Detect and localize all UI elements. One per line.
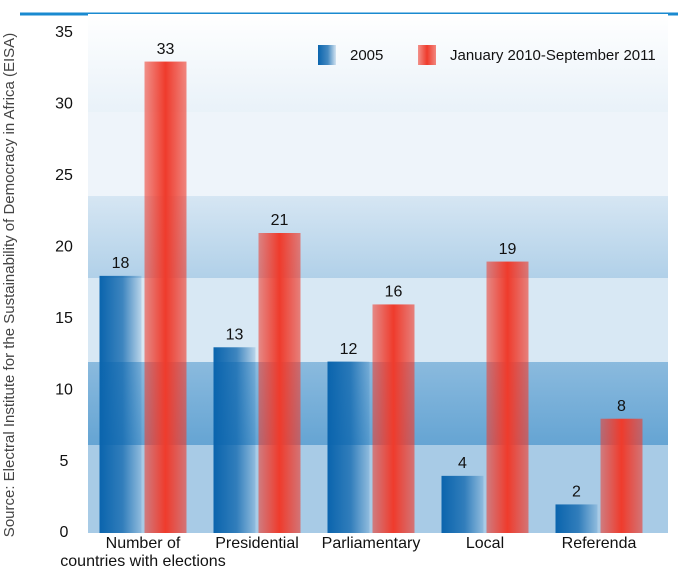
legend-swatch xyxy=(318,45,336,65)
x-tick-label: Presidential xyxy=(215,535,299,552)
y-tick-label: 5 xyxy=(60,453,69,470)
bar xyxy=(258,233,301,533)
data-label: 13 xyxy=(226,327,244,344)
y-tick-label: 10 xyxy=(55,381,73,398)
data-label: 18 xyxy=(112,255,130,272)
y-tick-label: 30 xyxy=(55,96,73,113)
data-label: 19 xyxy=(499,241,517,258)
y-tick-label: 20 xyxy=(55,239,73,256)
bar xyxy=(99,275,142,533)
data-label: 33 xyxy=(157,41,175,58)
legend-label: January 2010-September 2011 xyxy=(450,47,656,64)
x-tick-label: Number of countries with elections xyxy=(60,535,226,569)
y-tick-label: 35 xyxy=(55,24,73,41)
bar xyxy=(486,261,529,533)
x-tick-label: Local xyxy=(465,535,505,552)
y-tick-label: 0 xyxy=(60,524,69,541)
bar xyxy=(327,361,370,533)
bar xyxy=(441,475,484,533)
legend-swatch xyxy=(418,45,436,65)
data-label: 8 xyxy=(617,398,626,415)
data-label: 16 xyxy=(385,284,403,301)
y-tick-label: 25 xyxy=(55,167,73,184)
bar xyxy=(600,418,643,533)
source: Source: Electral Institute for the Susta… xyxy=(1,33,18,537)
y-tick-label: 15 xyxy=(55,310,73,327)
x-tick-label: Parliamentary xyxy=(321,535,421,552)
legend-label: 2005 xyxy=(350,47,383,64)
bar xyxy=(144,61,187,533)
data-label: 4 xyxy=(458,455,467,472)
data-label: 12 xyxy=(340,341,358,358)
data-label: 2 xyxy=(572,484,581,501)
bar xyxy=(213,347,256,533)
bar xyxy=(555,504,598,533)
bar xyxy=(372,304,415,533)
x-tick-label: Referenda xyxy=(561,535,637,552)
data-label: 21 xyxy=(271,212,289,229)
